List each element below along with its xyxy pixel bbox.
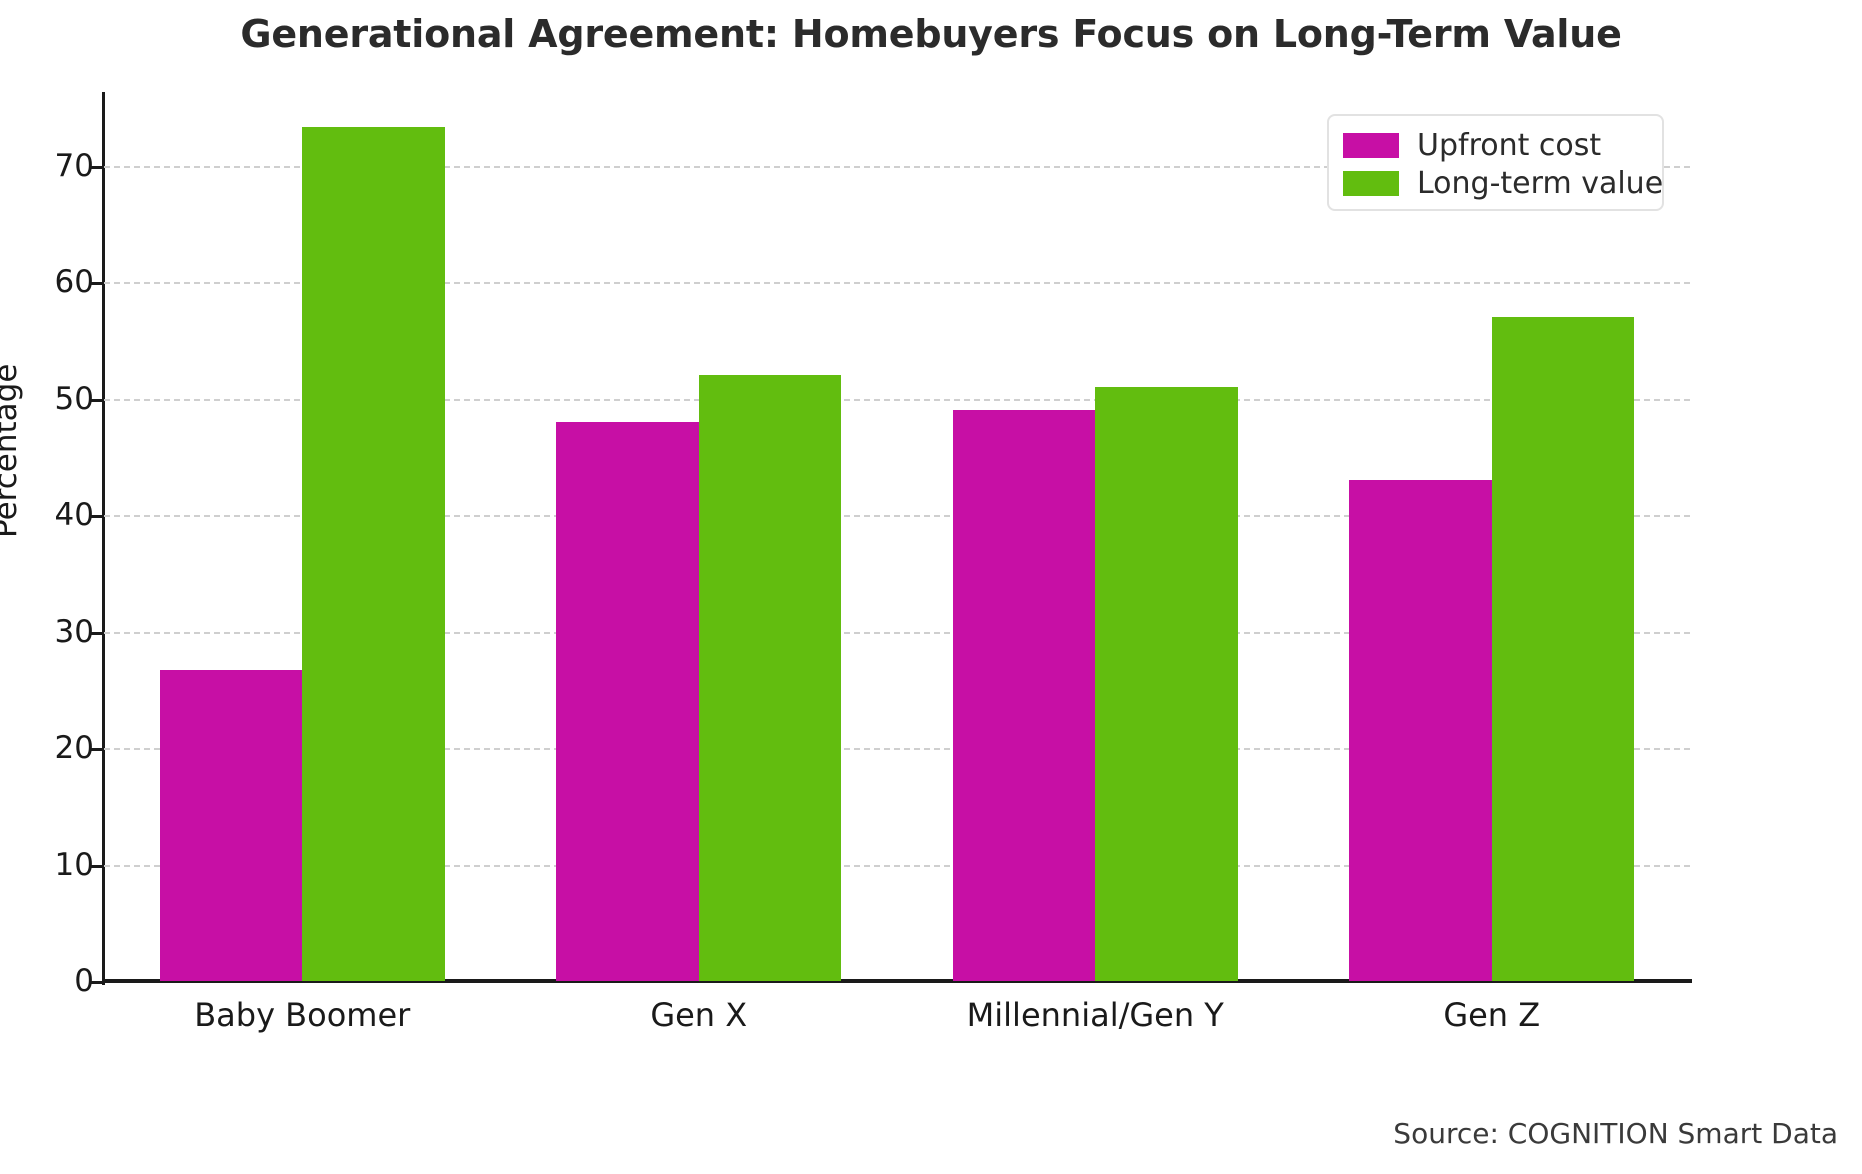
y-tick-mark <box>90 631 104 635</box>
y-tick-label: 40 <box>54 497 94 534</box>
legend-item-long-term-value: Long-term value <box>1343 164 1663 202</box>
bar-upfront-cost <box>1349 480 1492 981</box>
x-tick-label: Millennial/Gen Y <box>966 996 1224 1034</box>
bar-long-term-value <box>1095 387 1238 981</box>
y-tick-mark <box>90 398 104 402</box>
bar-long-term-value <box>698 375 842 981</box>
bar-upfront-cost <box>159 670 303 981</box>
gridline <box>104 398 1690 401</box>
legend-swatch-long-term-value <box>1343 170 1399 196</box>
y-tick-label: 70 <box>54 147 94 184</box>
gridline <box>104 165 1690 168</box>
gridline <box>104 748 1690 751</box>
chart-legend: Upfront cost Long-term value <box>1327 114 1664 211</box>
gridline <box>104 864 1690 867</box>
y-tick-label: 10 <box>54 846 94 883</box>
x-tick-label: Gen Z <box>1443 996 1541 1034</box>
bar-upfront-cost <box>556 422 699 981</box>
y-tick-label: 50 <box>54 380 94 417</box>
gridline <box>104 282 1690 285</box>
bar-long-term-value <box>1491 317 1635 981</box>
x-tick-label: Gen X <box>650 996 748 1034</box>
gridline <box>104 631 1690 634</box>
legend-label-long-term-value: Long-term value <box>1417 165 1664 201</box>
legend-item-upfront-cost: Upfront cost <box>1343 126 1648 164</box>
y-tick-mark <box>90 282 104 286</box>
y-tick-label: 60 <box>54 264 94 301</box>
bar-long-term-value <box>302 127 445 981</box>
plot-area <box>104 96 1690 981</box>
y-tick-mark <box>90 981 104 984</box>
y-tick-mark <box>90 864 104 868</box>
y-tick-mark <box>90 165 104 169</box>
y-tick-label: 20 <box>54 730 94 767</box>
x-tick-label: Baby Boomer <box>194 996 411 1034</box>
legend-swatch-upfront-cost <box>1343 132 1399 158</box>
y-tick-mark <box>90 748 104 752</box>
x-axis-spine <box>102 979 1692 983</box>
legend-label-upfront-cost: Upfront cost <box>1417 127 1602 163</box>
chart-title: Generational Agreement: Homebuyers Focus… <box>240 12 1622 56</box>
y-tick-mark <box>90 515 104 519</box>
y-axis-spine <box>102 92 105 985</box>
source-note: Source: COGNITION Smart Data <box>1393 1117 1838 1150</box>
y-tick-label: 0 <box>74 963 94 999</box>
y-tick-label: 30 <box>54 613 94 650</box>
bar-upfront-cost <box>952 410 1096 981</box>
gridline <box>104 515 1690 518</box>
